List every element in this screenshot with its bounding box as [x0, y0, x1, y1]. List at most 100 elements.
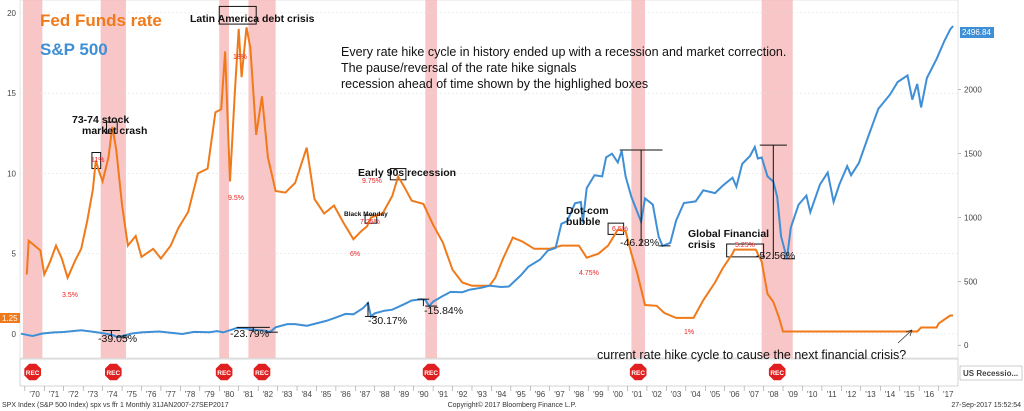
x-tick-label: '80	[224, 390, 235, 399]
x-tick-label: '83	[282, 390, 293, 399]
x-tick-label: '79	[204, 390, 215, 399]
x-tick-label: '85	[321, 390, 332, 399]
annotation-early90s: Early 90s recession	[358, 167, 456, 179]
current-arrow	[897, 329, 913, 344]
x-tick-label: '00	[613, 390, 624, 399]
x-tick-label: '16	[924, 390, 935, 399]
x-axis-ticks: '70 '71 '72 '73 '74 '75 '76 '77 '78 '79 '80 '81 '82 '…	[24, 386, 954, 399]
ff-last-tag	[0, 313, 20, 323]
recession-markers: REC REC REC REC REC REC REC	[24, 363, 786, 381]
x-tick-label: '14	[885, 390, 896, 399]
left-tick-label: 5	[12, 250, 17, 259]
x-tick-label: '94	[496, 390, 507, 399]
x-tick-label: '99	[593, 390, 604, 399]
annotation-gfc-line1: Global Financial	[688, 228, 769, 240]
x-tick-label: '07	[749, 390, 760, 399]
x-tick-label: '93	[476, 390, 487, 399]
footer-right: 27-Sep-2017 15:52:54	[951, 402, 1021, 409]
annotation-dotcom-line1: Dot-com	[566, 205, 609, 217]
x-tick-label: '87	[360, 390, 371, 399]
x-tick-label: '75	[127, 390, 138, 399]
left-axis-ticks: 0 5 10 15 20	[7, 9, 16, 339]
drop-label-15: -15.84%	[424, 305, 463, 317]
note-line3: recession ahead of time shown by the hig…	[341, 77, 648, 91]
recession-band	[248, 0, 276, 358]
x-tick-label: '10	[807, 390, 818, 399]
x-tick-label: '73	[88, 390, 99, 399]
right-tick-label: 1000	[964, 213, 982, 222]
x-tick-label: '78	[185, 390, 196, 399]
right-tick-label: 1500	[964, 149, 982, 158]
recession-band	[761, 0, 793, 358]
rate-label-1: 1%	[684, 329, 694, 336]
rate-label-18: 18%	[233, 54, 247, 61]
rate-label-9-75: 9.75%	[362, 178, 382, 185]
x-tick-label: '72	[68, 390, 79, 399]
highlight-box	[726, 243, 765, 258]
rate-label-4-75: 4.75%	[579, 270, 599, 277]
note-line1: Every rate hike cycle in history ended u…	[341, 45, 786, 59]
rec-marker	[768, 363, 786, 381]
rec-marker-label: REC	[631, 370, 645, 377]
x-tick-label: '11	[827, 390, 837, 399]
rec-marker-label: REC	[106, 370, 120, 377]
x-tick-label: '09	[788, 390, 799, 399]
x-tick-label: '71	[49, 390, 60, 399]
drop-label-30: -30.17%	[368, 315, 407, 327]
annotation-7374-line1: 73-74 stock	[72, 114, 129, 126]
footer-center: Copyright© 2017 Bloomberg Finance L.P.	[448, 401, 577, 409]
rec-marker-label: REC	[255, 370, 269, 377]
rate-label-7-25: 7.25%	[360, 219, 380, 226]
drop-label-23: -23.79%	[230, 328, 269, 340]
annotation-current: current rate hike cycle to cause the nex…	[597, 348, 906, 362]
highlight-box	[364, 214, 378, 224]
x-tick-label: '90	[418, 390, 429, 399]
x-tick-label: '97	[554, 390, 565, 399]
annotation-dotcom-line2: bubble	[566, 216, 601, 228]
plot-area	[19, 0, 959, 359]
x-tick-label: '74	[107, 390, 118, 399]
x-tick-label: '82	[263, 390, 274, 399]
rec-marker-label: REC	[217, 370, 231, 377]
rate-label-6-5: 6.5%	[612, 226, 628, 233]
recession-band	[100, 0, 126, 358]
rec-marker	[105, 363, 122, 381]
highlight-box	[91, 152, 102, 170]
annotation-black-monday: Black Monday	[344, 211, 388, 218]
rec-marker-label: REC	[26, 370, 40, 377]
x-tick-label: '86	[340, 390, 351, 399]
x-tick-label: '04	[690, 390, 701, 399]
note-line2: The pause/reversal of the rate hike sign…	[341, 61, 577, 75]
left-tick-label: 10	[7, 169, 16, 178]
legend-box-text: US Recessio...	[963, 369, 1018, 378]
rate-label-9-5: 9.5%	[228, 195, 244, 202]
x-tick-label: '91	[438, 390, 449, 399]
drop-label-52: -52.56%	[756, 250, 795, 262]
x-tick-label: '89	[399, 390, 410, 399]
x-tick-label: '02	[651, 390, 662, 399]
rec-marker	[215, 363, 233, 381]
x-tick-label: '92	[457, 390, 468, 399]
x-tick-label: '17	[943, 390, 954, 399]
x-tick-label: '06	[729, 390, 740, 399]
rec-marker	[24, 363, 41, 381]
left-tick-label: 0	[12, 330, 17, 339]
recession-band	[425, 0, 437, 358]
right-tick-label: 0	[964, 341, 969, 350]
right-axis-ticks: 0 500 1000 1500 2000	[958, 86, 982, 350]
left-tick-label: 15	[7, 89, 16, 98]
rec-marker-label: REC	[770, 370, 784, 377]
x-tick-label: '77	[165, 390, 176, 399]
drawdown-marks	[102, 144, 795, 338]
x-tick-label: '88	[379, 390, 390, 399]
sp-last-tag	[960, 27, 994, 38]
rate-label-5-25: 5.25%	[735, 242, 755, 249]
x-tick-label: '05	[710, 390, 721, 399]
highlight-box	[218, 5, 257, 25]
right-tick-label: 500	[964, 277, 978, 286]
fed-funds-line	[25, 27, 954, 333]
x-tick-label: '76	[146, 390, 157, 399]
rec-marker	[422, 363, 440, 381]
footer-left: SPX Index (S&P 500 Index) spx vs ffr 1 M…	[2, 402, 229, 409]
